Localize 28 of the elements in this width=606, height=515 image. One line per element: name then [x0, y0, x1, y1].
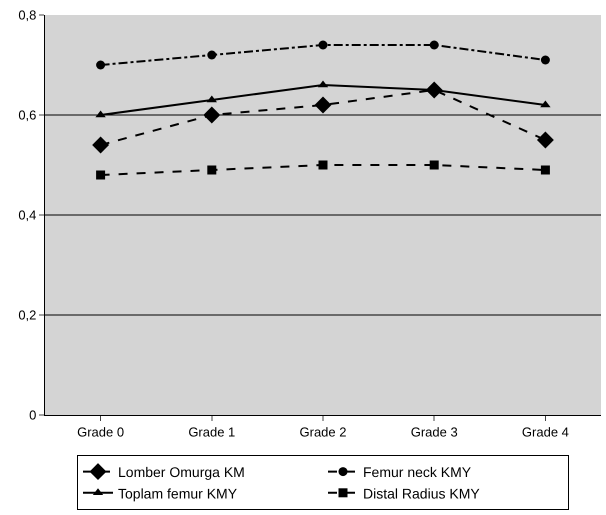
point	[540, 56, 550, 64]
legend-label: Femur neck KMY	[363, 464, 472, 480]
point	[430, 40, 439, 50]
y-tick-label: 0,2	[18, 308, 36, 323]
point	[96, 60, 106, 70]
point	[318, 160, 328, 170]
point	[207, 166, 216, 174]
x-tick-label: Grade 1	[188, 424, 236, 440]
y-tick-label: 0,4	[18, 208, 36, 223]
legend-label: Distal Radius KMY	[363, 485, 480, 502]
point	[92, 136, 110, 154]
legend-label: Lomber Omurga KM	[118, 464, 245, 480]
point	[203, 106, 220, 124]
point	[314, 96, 332, 114]
x-tick-label: Grade 0	[77, 424, 124, 440]
point	[536, 132, 554, 148]
y-tick-label: 0,6	[18, 108, 36, 123]
point	[540, 166, 550, 174]
y-tick-label: 0	[29, 408, 36, 423]
y-tick-label: 0,8	[18, 8, 36, 23]
x-tick-label: Grade 2	[300, 424, 346, 440]
point	[207, 50, 216, 60]
legend-label: Toplam femur KMY	[118, 485, 238, 502]
x-tick-label: Grade 4	[522, 424, 569, 440]
point	[430, 160, 439, 170]
x-tick-label: Grade 3	[410, 424, 458, 440]
point	[96, 170, 106, 180]
point	[318, 40, 328, 50]
